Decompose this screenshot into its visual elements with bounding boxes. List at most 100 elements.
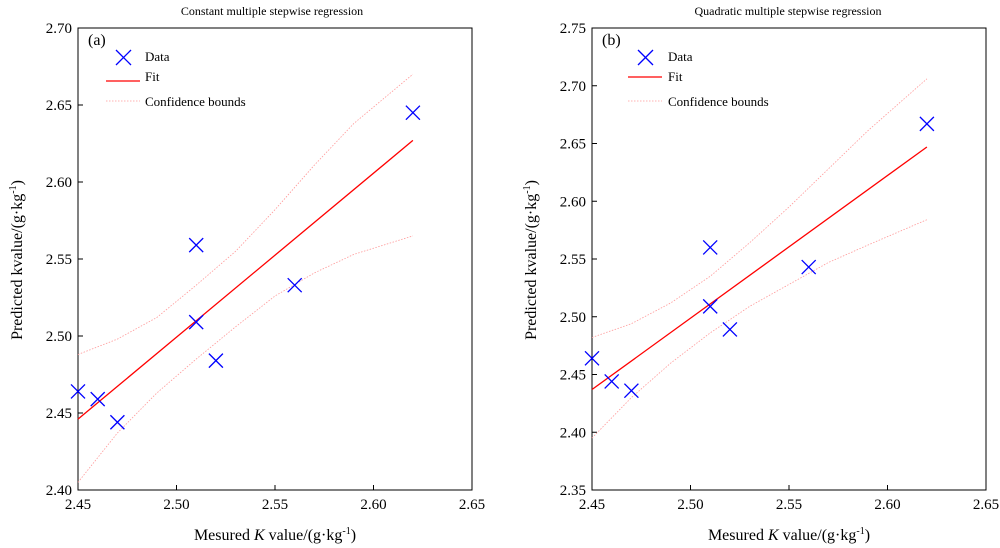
panel-a: Constant multiple stepwise regression (a…	[8, 4, 485, 544]
panel-a-legend-bounds: Confidence bounds	[145, 94, 246, 109]
panel-a-bounds-upper-line	[77, 73, 414, 355]
panel-a-plot-frame	[77, 27, 473, 491]
panel-b-data-point	[584, 350, 600, 366]
panel-a-xlabel: Mesured K value/(g·kg-1)	[194, 526, 356, 544]
panel-b-legend-data: Data	[668, 49, 693, 64]
panel-a-data-point	[405, 105, 421, 121]
panel-a-ytick-label: 2.45	[46, 406, 72, 422]
panel-b-data-point	[604, 373, 620, 389]
panel-b-ylabel: Predicted kvalue/(g·kg-1)	[522, 180, 540, 340]
panel-b-ytick-label: 2.60	[560, 194, 586, 210]
panel-b-xtick-label: 2.60	[874, 497, 900, 513]
panel-a-title: Constant multiple stepwise regression	[181, 4, 363, 18]
panel-a-xlabel-5: )	[351, 527, 356, 544]
panel-a-data-point	[287, 277, 303, 293]
panel-a-xtick-label: 2.55	[262, 497, 288, 513]
panel-b-ylabel-2: -1	[522, 185, 533, 193]
panel-b-xlabel-3: value/(g·kg	[779, 527, 857, 544]
panel-a-data-point-stroke	[188, 237, 204, 253]
panel-a-axes: 2.45 2.50 2.55 2.60 2.652.402.452.502.552.60…	[46, 21, 485, 513]
panel-a-data-point-stroke	[287, 277, 303, 293]
panel-b-legend-bounds: Confidence bounds	[668, 94, 769, 109]
panel-a-data-point	[90, 391, 106, 407]
panel-b-xlabel: Mesured K value/(g·kg-1)	[708, 526, 870, 544]
panel-b-data-point	[702, 298, 718, 314]
panel-a-ylabel-2: -1	[8, 185, 19, 193]
panel-a-ytick-label: 2.70	[46, 21, 72, 37]
panel-b-ytick-label: 2.70	[560, 79, 586, 95]
panel-b-xlabel-5: )	[865, 527, 870, 544]
panel-b-ytick-label: 2.55	[560, 252, 586, 268]
panel-b-points	[584, 116, 935, 399]
panel-b-ytick-label: 2.65	[560, 137, 586, 153]
panel-b-data-point-stroke	[702, 298, 718, 314]
panel-b-data-point-stroke	[584, 350, 600, 366]
panel-a-ytick-label: 2.65	[46, 98, 72, 114]
panel-b-fit-line	[591, 146, 928, 391]
panel-b-xtick-label: 2.45	[579, 497, 605, 513]
panel-a-data-point	[109, 414, 125, 430]
panel-a-xlabel-1: Mesured	[194, 527, 254, 544]
panel-a-data-point	[70, 383, 86, 399]
panel-b-ytick-label: 2.75	[560, 21, 586, 37]
panel-b-data-point	[801, 259, 817, 275]
panel-b-data-point-stroke	[623, 383, 639, 399]
panel-b-xtick-label: 2.55	[776, 497, 802, 513]
panel-a-xlabel-2: K	[253, 527, 266, 544]
panel-b-axes: 2.45 2.50 2.55 2.60 2.65 2.35 2.40 2.45 2.50 2.55…	[560, 21, 999, 513]
panel-b-legend-fit: Fit	[668, 69, 683, 84]
panel-a-bounds	[77, 73, 414, 483]
panel-b-legend: Data Fit Confidence bounds	[628, 49, 769, 109]
panel-a-data-point-stroke	[109, 414, 125, 430]
panel-b-xlabel-2: K	[767, 527, 780, 544]
panel-a-ytick-label: 2.60	[46, 175, 72, 191]
panel-b-data-point	[722, 321, 738, 337]
panel-b-data-point-stroke	[604, 373, 620, 389]
panel-a-data-point	[188, 314, 204, 330]
panel-b-bounds-lower-line	[591, 219, 928, 439]
panel-b-xlabel-1: Mesured	[708, 527, 768, 544]
panel-b-bounds-upper-line	[591, 78, 928, 338]
panel-a-data-point-stroke	[90, 391, 106, 407]
panel-a-data-point	[188, 237, 204, 253]
panel-b: Quadratic multiple stepwise regression (…	[522, 4, 999, 544]
panel-a-xlabel-3: value/(g·kg	[265, 527, 343, 544]
panel-a-legend-fit: Fit	[145, 69, 160, 84]
panel-b-xlabel-4: -1	[856, 526, 864, 537]
panel-b-label: (b)	[602, 32, 621, 49]
panel-a-xtick-label: 2.45	[65, 497, 91, 513]
panel-b-ylabel-3: )	[523, 180, 540, 185]
panel-a-legend: Data Fit Confidence bounds	[106, 49, 246, 109]
panel-b-ytick-label: 2.45	[560, 368, 586, 384]
panel-b-ytick-label: 2.35	[560, 483, 586, 499]
panel-a-xtick-label: 2.50	[163, 497, 189, 513]
panel-a-fit	[77, 139, 414, 420]
panel-b-xtick-label: 2.65	[973, 497, 999, 513]
panel-a-ylabel: Predicted kvalue/(g·kg-1)	[8, 180, 26, 340]
panel-a-data-point-stroke	[405, 105, 421, 121]
panel-a-ytick-label: 2.55	[46, 252, 72, 268]
panel-a-bounds-lower-line	[77, 235, 414, 483]
panel-b-data-point-stroke	[919, 116, 935, 132]
panel-b-bounds	[591, 78, 928, 439]
panel-a-xtick-label: 2.60	[360, 497, 386, 513]
panel-a-legend-data: Data	[145, 49, 170, 64]
panel-a-xlabel-4: -1	[342, 526, 350, 537]
panel-b-ytick-label: 2.40	[560, 425, 586, 441]
panel-b-title: Quadratic multiple stepwise regression	[695, 4, 882, 18]
panel-b-data-point-stroke	[801, 259, 817, 275]
panel-a-label: (a)	[88, 32, 106, 49]
panel-a-legend-data-marker	[115, 49, 132, 66]
panel-a-ytick-label: 2.50	[46, 329, 72, 345]
panel-b-plot-frame	[591, 27, 987, 491]
panel-b-fit	[591, 146, 928, 391]
panel-a-xtick-label: 2.65	[459, 497, 485, 513]
panel-a-data-point-stroke	[208, 353, 224, 369]
panel-a-data-point-stroke	[70, 383, 86, 399]
panel-b-data-point	[702, 239, 718, 255]
panel-b-data-point	[919, 116, 935, 132]
panel-b-ylabel-1: Predicted kvalue/(g·kg	[523, 194, 540, 340]
panel-b-legend-data-marker	[637, 49, 654, 66]
panel-b-xtick-label: 2.50	[677, 497, 703, 513]
